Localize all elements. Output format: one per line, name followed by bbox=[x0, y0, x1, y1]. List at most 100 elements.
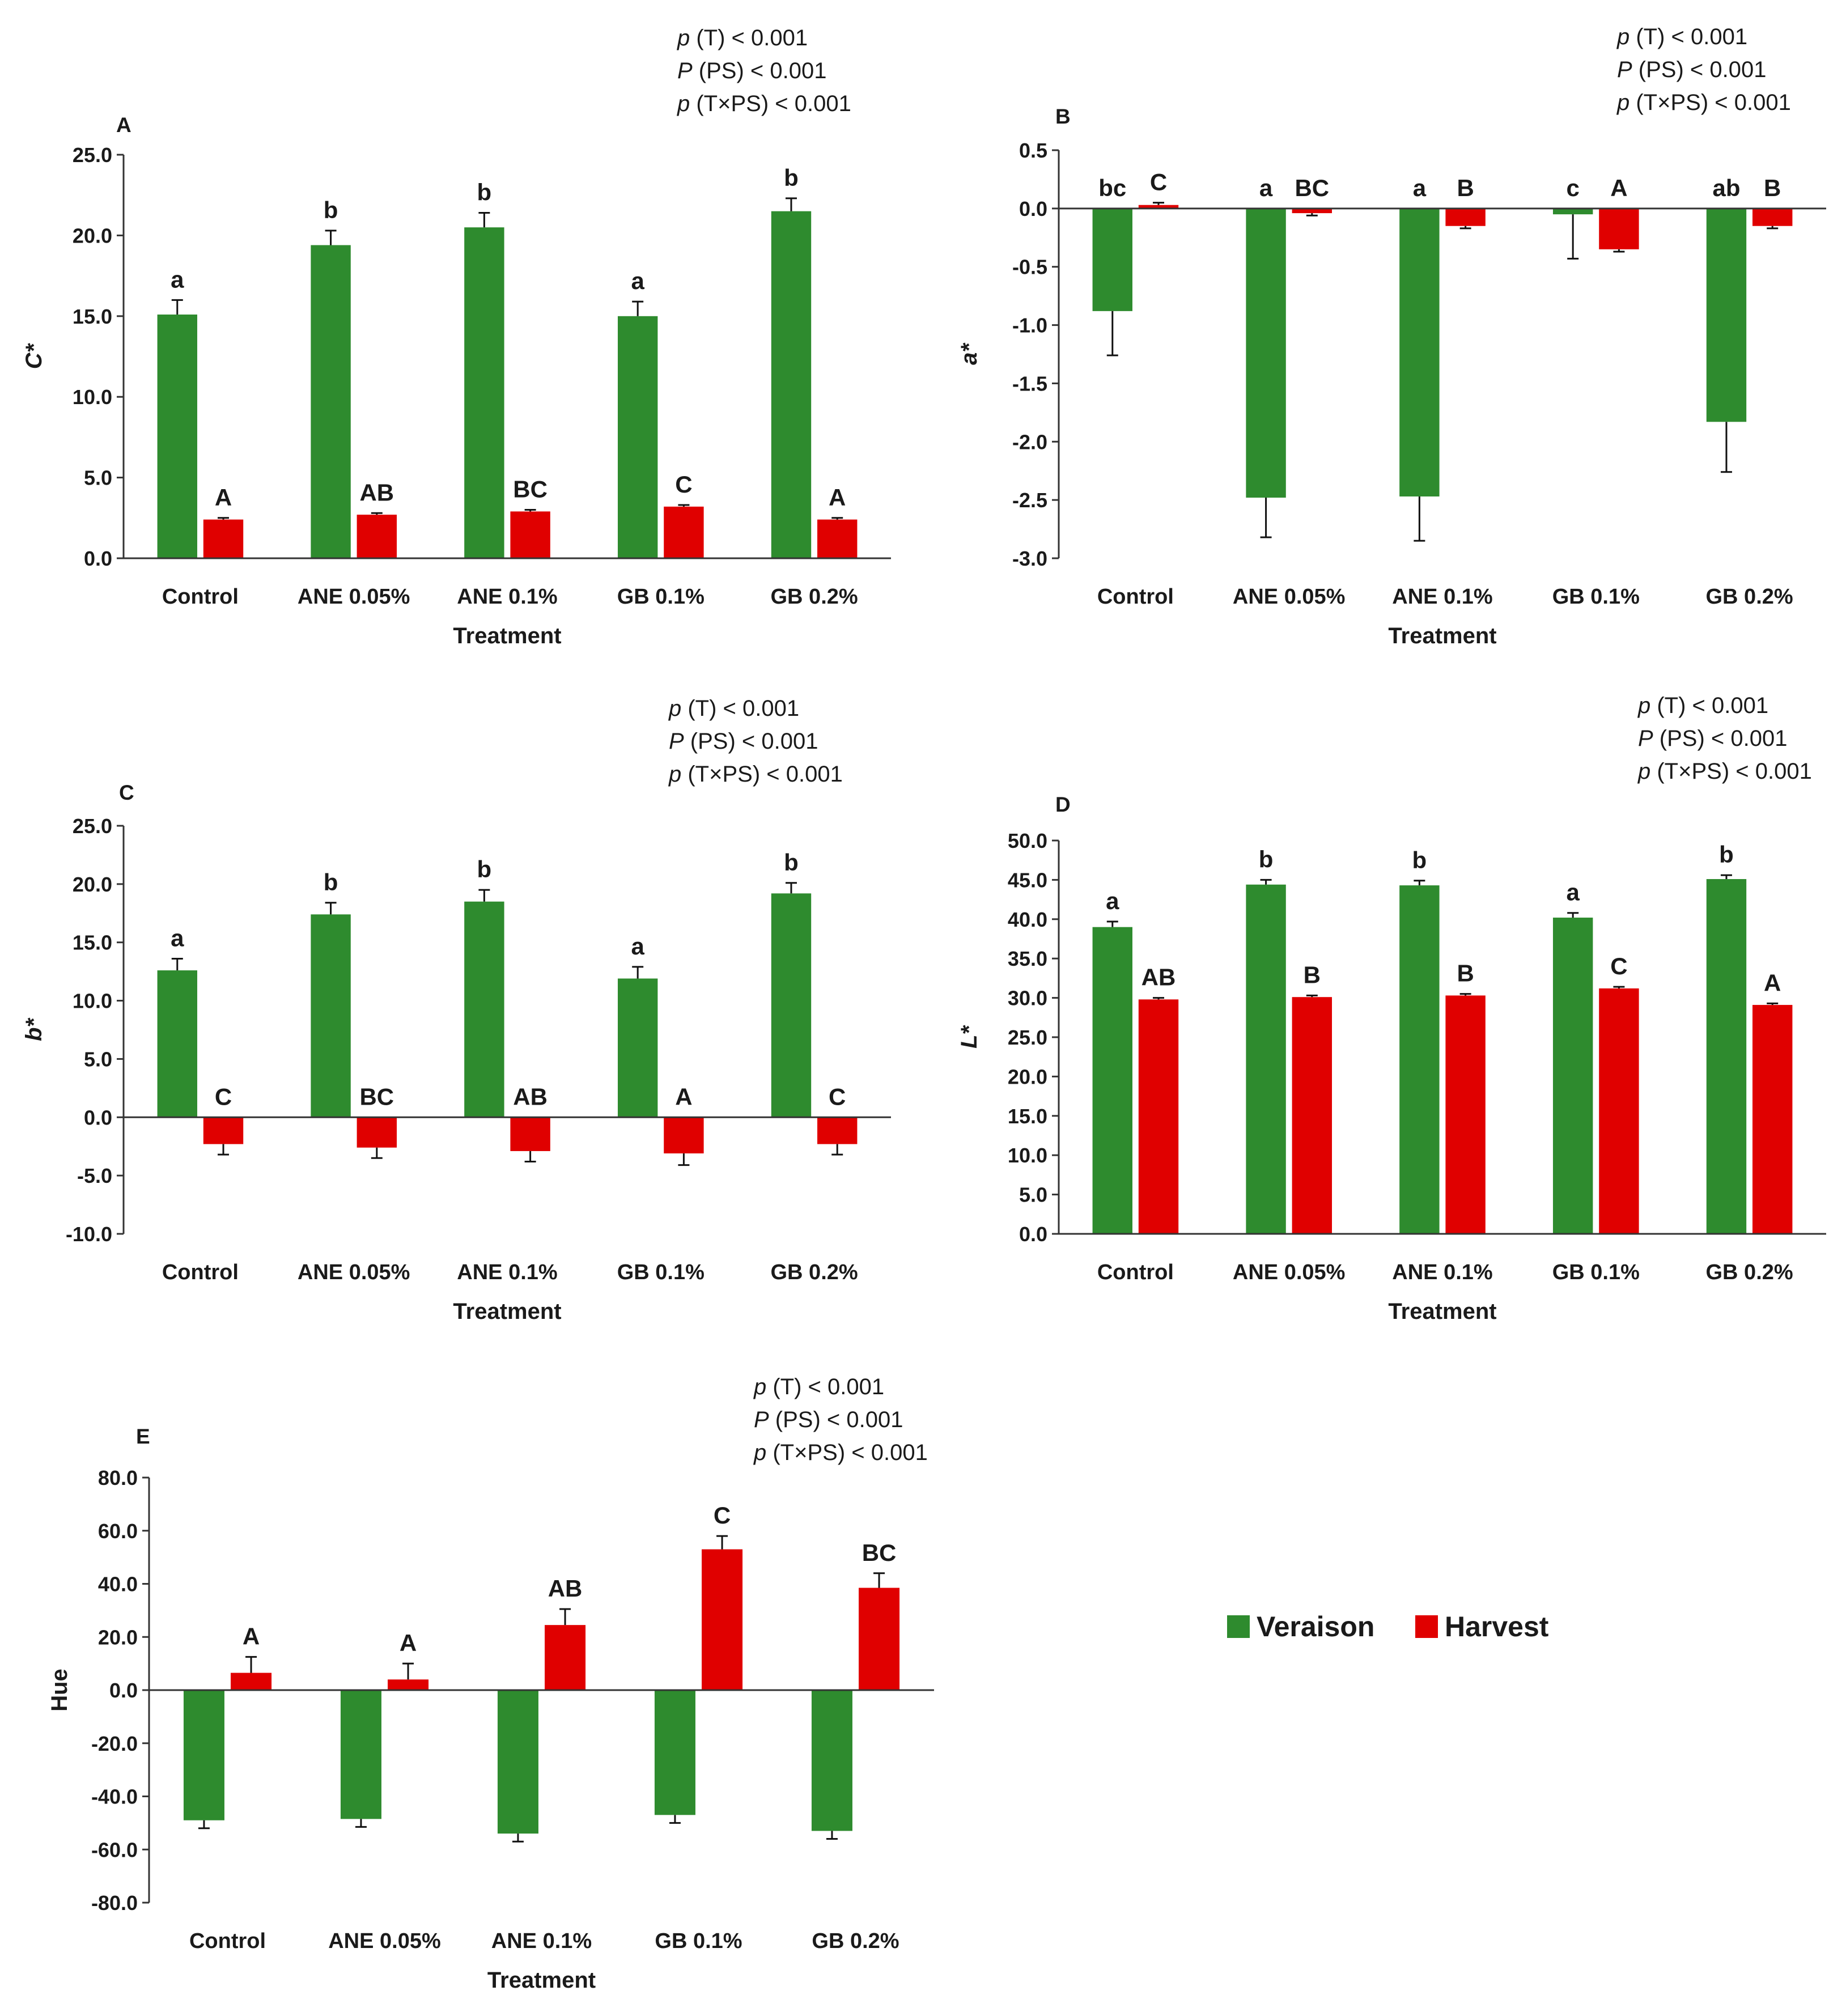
panel-label: B bbox=[1055, 105, 1071, 128]
stat-symbol: p bbox=[753, 1374, 766, 1399]
stat-term: (PS) < 0.001 bbox=[693, 58, 827, 83]
significance-letter: b bbox=[1259, 846, 1274, 872]
y-tick-label: -0.5 bbox=[1012, 256, 1047, 279]
significance-letter: a bbox=[171, 266, 184, 292]
significance-letter: C bbox=[1150, 169, 1167, 196]
harvest-bar bbox=[545, 1625, 586, 1690]
harvest-bar bbox=[1138, 205, 1179, 209]
stat-line: p (T×PS) < 0.001 bbox=[753, 1440, 928, 1465]
significance-letter: BC bbox=[359, 1083, 394, 1110]
significance-letter: A bbox=[1764, 969, 1781, 996]
significance-letter: C bbox=[215, 1083, 232, 1110]
harvest-bar bbox=[1292, 208, 1332, 214]
stat-line: P (PS) < 0.001 bbox=[1617, 57, 1766, 82]
harvest-bar bbox=[510, 1117, 550, 1151]
harvest-bar bbox=[817, 1117, 858, 1144]
x-axis-title: Treatment bbox=[1388, 623, 1496, 648]
panel-label: D bbox=[1055, 793, 1071, 816]
y-tick-label: -10.0 bbox=[66, 1223, 112, 1246]
stat-term: (PS) < 0.001 bbox=[1653, 726, 1788, 751]
y-tick-label: 0.5 bbox=[1019, 139, 1047, 162]
significance-letter: A bbox=[400, 1629, 417, 1656]
significance-letter: AB bbox=[1141, 964, 1176, 991]
x-category-label: GB 0.2% bbox=[812, 1929, 899, 1953]
panel-label: A bbox=[116, 113, 131, 137]
veraison-bar bbox=[464, 227, 504, 558]
stat-term: (T×PS) < 0.001 bbox=[1650, 759, 1812, 784]
harvest-bar bbox=[357, 515, 397, 558]
harvest-bar bbox=[702, 1549, 743, 1690]
stat-term: (T×PS) < 0.001 bbox=[681, 762, 843, 787]
x-category-label: GB 0.1% bbox=[1552, 1260, 1640, 1284]
x-category-label: GB 0.1% bbox=[617, 1260, 705, 1284]
veraison-bar bbox=[1399, 208, 1440, 496]
y-tick-label: 40.0 bbox=[1008, 908, 1047, 931]
y-tick-label: 5.0 bbox=[1019, 1183, 1047, 1207]
veraison-bar bbox=[1399, 885, 1440, 1234]
stat-line: P (PS) < 0.001 bbox=[669, 729, 818, 754]
significance-letter: A bbox=[829, 484, 846, 511]
stat-symbol: p bbox=[668, 762, 681, 787]
stat-line: P (PS) < 0.001 bbox=[754, 1407, 903, 1432]
y-tick-label: 80.0 bbox=[98, 1466, 138, 1489]
y-tick-label: -40.0 bbox=[91, 1785, 138, 1809]
veraison-bar bbox=[157, 314, 197, 558]
veraison-bar bbox=[771, 893, 812, 1118]
y-tick-label: 50.0 bbox=[1008, 829, 1047, 852]
y-axis-title: b* bbox=[22, 1017, 46, 1041]
stat-symbol: P bbox=[754, 1407, 769, 1432]
significance-letter: a bbox=[631, 268, 645, 294]
stat-line: p (T) < 0.001 bbox=[677, 26, 808, 50]
significance-letter: c bbox=[1567, 175, 1580, 201]
y-tick-label: 25.0 bbox=[73, 814, 112, 838]
y-tick-label: 40.0 bbox=[98, 1573, 138, 1596]
significance-letter: A bbox=[1610, 175, 1627, 201]
stat-term: (T) < 0.001 bbox=[1650, 693, 1768, 718]
harvest-bar bbox=[1752, 1005, 1793, 1234]
significance-letter: B bbox=[1457, 960, 1474, 987]
harvest-bar bbox=[859, 1588, 900, 1690]
y-tick-label: 20.0 bbox=[98, 1625, 138, 1649]
x-category-label: ANE 0.05% bbox=[298, 1260, 410, 1284]
significance-letter: A bbox=[243, 1623, 260, 1649]
harvest-bar bbox=[1292, 997, 1332, 1234]
x-category-label: ANE 0.05% bbox=[1233, 585, 1346, 609]
significance-letter: AB bbox=[548, 1575, 583, 1602]
y-tick-label: 0.0 bbox=[1019, 197, 1047, 220]
y-tick-label: -3.0 bbox=[1012, 547, 1047, 570]
veraison-bar bbox=[1552, 918, 1593, 1234]
y-tick-label: -2.0 bbox=[1012, 430, 1047, 453]
harvest-bar bbox=[1445, 995, 1486, 1234]
y-tick-label: -80.0 bbox=[91, 1891, 138, 1915]
y-tick-label: 45.0 bbox=[1008, 868, 1047, 892]
significance-letter: A bbox=[215, 484, 232, 511]
stat-term: (T×PS) < 0.001 bbox=[1629, 90, 1791, 115]
significance-letter: C bbox=[1610, 953, 1627, 979]
x-category-label: GB 0.1% bbox=[617, 585, 705, 609]
y-tick-label: -5.0 bbox=[77, 1164, 112, 1187]
veraison-bar bbox=[1246, 884, 1286, 1234]
x-category-label: Control bbox=[189, 1929, 266, 1953]
significance-letter: AB bbox=[513, 1083, 548, 1110]
stat-term: (T) < 0.001 bbox=[690, 26, 808, 50]
significance-letter: a bbox=[171, 925, 184, 952]
veraison-bar bbox=[157, 970, 197, 1118]
stat-term: (T×PS) < 0.001 bbox=[690, 91, 851, 116]
y-tick-label: 10.0 bbox=[73, 990, 112, 1013]
x-category-label: Control bbox=[162, 585, 239, 609]
significance-letter: a bbox=[1259, 175, 1273, 201]
x-category-label: Control bbox=[1097, 1260, 1174, 1284]
y-tick-label: 10.0 bbox=[73, 385, 112, 409]
legend-label: Harvest bbox=[1445, 1611, 1549, 1642]
significance-letter: a bbox=[1106, 888, 1119, 914]
harvest-bar bbox=[664, 1117, 704, 1154]
harvest-bar bbox=[1445, 208, 1486, 226]
stat-symbol: P bbox=[677, 58, 693, 83]
y-tick-label: -20.0 bbox=[91, 1732, 138, 1755]
harvest-bar bbox=[1599, 988, 1639, 1234]
x-axis-title: Treatment bbox=[1388, 1299, 1496, 1324]
veraison-bar bbox=[811, 1690, 852, 1831]
